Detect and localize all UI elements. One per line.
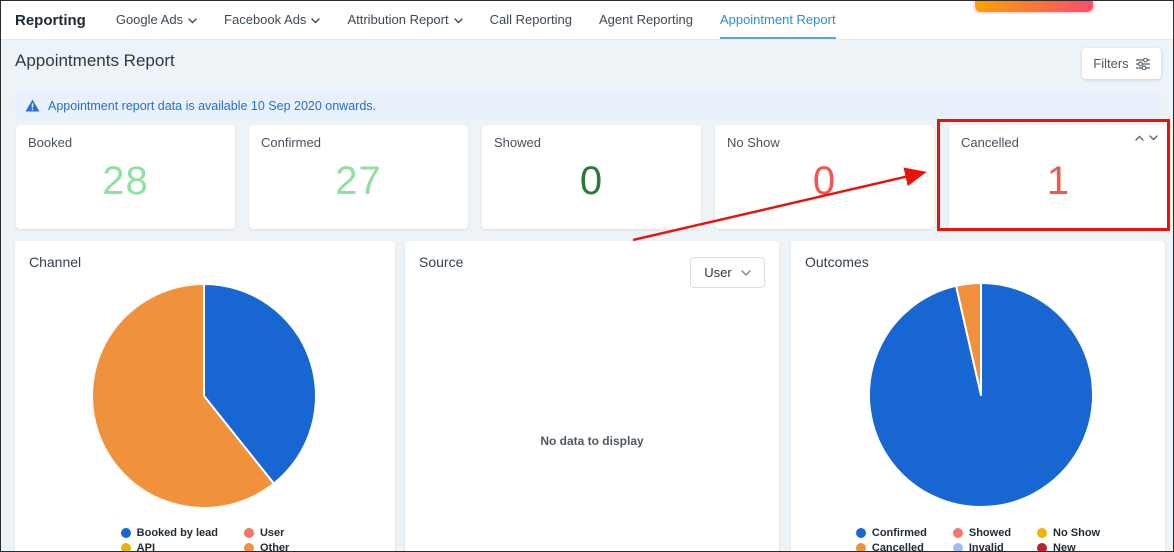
legend-dot-icon [243, 528, 254, 538]
legend-label: Other [259, 542, 290, 552]
legend-column: User Other [243, 527, 290, 552]
legend-dot-icon [243, 543, 254, 551]
legend-dot-icon [120, 528, 131, 538]
tab-label: Facebook Ads [224, 12, 307, 27]
legend-label: No Show [1053, 527, 1101, 539]
filters-button[interactable]: Filters [1082, 48, 1161, 79]
tab-agent-reporting[interactable]: Agent Reporting [599, 1, 693, 39]
no-data-message: No data to display [540, 434, 644, 448]
chevron-down-icon [188, 17, 197, 24]
tab-label: Google Ads [115, 12, 184, 27]
tab-appointment-report[interactable]: Appointment Report [719, 1, 836, 39]
chevron-down-icon[interactable] [1149, 135, 1158, 141]
source-panel-title: Source [419, 254, 464, 270]
info-banner-text: Appointment report data is available 10 … [48, 98, 376, 113]
tab-label: Agent Reporting [598, 12, 693, 27]
filters-button-label: Filters [1093, 56, 1129, 71]
outcomes-pie-chart [868, 282, 1095, 508]
legend-item-booked-by-lead[interactable]: Booked by lead [120, 527, 218, 539]
stat-card-label: Showed [494, 135, 541, 150]
stat-card-value: 0 [812, 159, 837, 203]
top-nav: Reporting Google Ads Facebook Ads Attribut… [1, 1, 1173, 40]
legend-item-no-show[interactable]: No Show [1037, 527, 1100, 539]
stat-card-booked: Booked 28 [16, 125, 235, 229]
legend-dot-icon [855, 528, 866, 538]
stat-card-label: Cancelled [961, 135, 1019, 150]
legend-label: Cancelled [871, 542, 924, 552]
channel-panel-title: Channel [29, 254, 82, 270]
chevron-down-icon [741, 269, 751, 276]
pie-slice-booked-by-lead[interactable] [203, 283, 317, 485]
outcomes-legend: Confirmed Cancelled Showed Invalid No Show Ne… [791, 527, 1165, 552]
legend-dot-icon [952, 528, 963, 538]
stat-card-value: 0 [579, 159, 604, 203]
stat-card-showed: Showed 0 [482, 125, 701, 229]
stat-card-label: Booked [28, 135, 73, 150]
legend-label: Confirmed [871, 527, 927, 539]
legend-label: New [1053, 542, 1076, 552]
legend-item-api[interactable]: API [120, 542, 218, 552]
channel-pie-chart [91, 283, 317, 509]
stat-card-value: 1 [1046, 159, 1071, 203]
legend-column: Confirmed Cancelled [855, 527, 927, 552]
source-panel: Source User No data to display [405, 241, 779, 551]
tab-attribution-report[interactable]: Attribution Report [347, 1, 463, 39]
legend-column: No Show New [1037, 527, 1100, 552]
legend-dot-icon [952, 543, 963, 551]
legend-item-showed[interactable]: Showed [952, 527, 1012, 539]
tab-google-ads[interactable]: Google Ads [116, 1, 197, 39]
stat-card-label: Confirmed [261, 135, 321, 150]
stat-card-label: No Show [727, 135, 780, 150]
tab-label: Appointment Report [719, 12, 836, 27]
source-filter-value: User [704, 265, 732, 280]
legend-item-confirmed[interactable]: Confirmed [855, 527, 927, 539]
brand-reporting: Reporting [15, 11, 86, 29]
legend-item-invalid[interactable]: Invalid [952, 542, 1011, 552]
pie-slice-cancelled[interactable] [955, 282, 982, 396]
tab-call-reporting[interactable]: Call Reporting [490, 1, 572, 39]
partial-gradient-button[interactable] [973, 1, 1095, 14]
chevron-down-icon [311, 17, 321, 24]
channel-panel: Channel Booked by lead API User Other [15, 241, 395, 552]
outcomes-panel: Outcomes Confirmed Cancelled Showed Invalid… [791, 241, 1165, 552]
stat-card-cancelled: Cancelled 1 [949, 125, 1168, 229]
stat-card-value: 28 [102, 159, 149, 203]
legend-dot-icon [855, 543, 866, 551]
tab-label: Attribution Report [347, 12, 449, 27]
warning-triangle-icon [25, 99, 40, 112]
legend-item-other[interactable]: Other [243, 542, 290, 552]
pie-slice-other[interactable] [91, 283, 275, 509]
channel-legend: Booked by lead API User Other [15, 527, 395, 552]
filter-sliders-icon [1135, 57, 1150, 70]
legend-dot-icon [1037, 528, 1048, 538]
stat-card-no-show: No Show 0 [715, 125, 934, 229]
legend-label: Showed [968, 527, 1012, 539]
legend-item-cancelled[interactable]: Cancelled [855, 542, 927, 552]
card-sort-controls [1135, 135, 1158, 141]
stat-card-confirmed: Confirmed 27 [249, 125, 468, 229]
stat-card-value: 27 [335, 159, 382, 203]
legend-dot-icon [1037, 543, 1048, 551]
tab-label: Call Reporting [489, 12, 572, 27]
legend-dot-icon [120, 543, 131, 551]
source-filter-dropdown[interactable]: User [690, 257, 765, 288]
legend-item-new[interactable]: New [1037, 542, 1100, 552]
info-banner: Appointment report data is available 10 … [15, 92, 1161, 119]
outcomes-panel-title: Outcomes [805, 254, 869, 270]
chevron-down-icon [453, 17, 463, 24]
tab-facebook-ads[interactable]: Facebook Ads [224, 1, 321, 39]
legend-column: Booked by lead API [120, 527, 218, 552]
legend-item-user[interactable]: User [243, 527, 289, 539]
page-title: Appointments Report [15, 51, 175, 70]
legend-label: User [259, 527, 285, 539]
legend-label: Booked by lead [136, 527, 218, 539]
legend-label: Invalid [968, 542, 1004, 552]
nav-tabs: Google Ads Facebook Ads Attribution Report… [116, 1, 836, 39]
legend-column: Showed Invalid [952, 527, 1012, 552]
chevron-up-icon[interactable] [1135, 135, 1144, 141]
legend-label: API [136, 542, 156, 552]
